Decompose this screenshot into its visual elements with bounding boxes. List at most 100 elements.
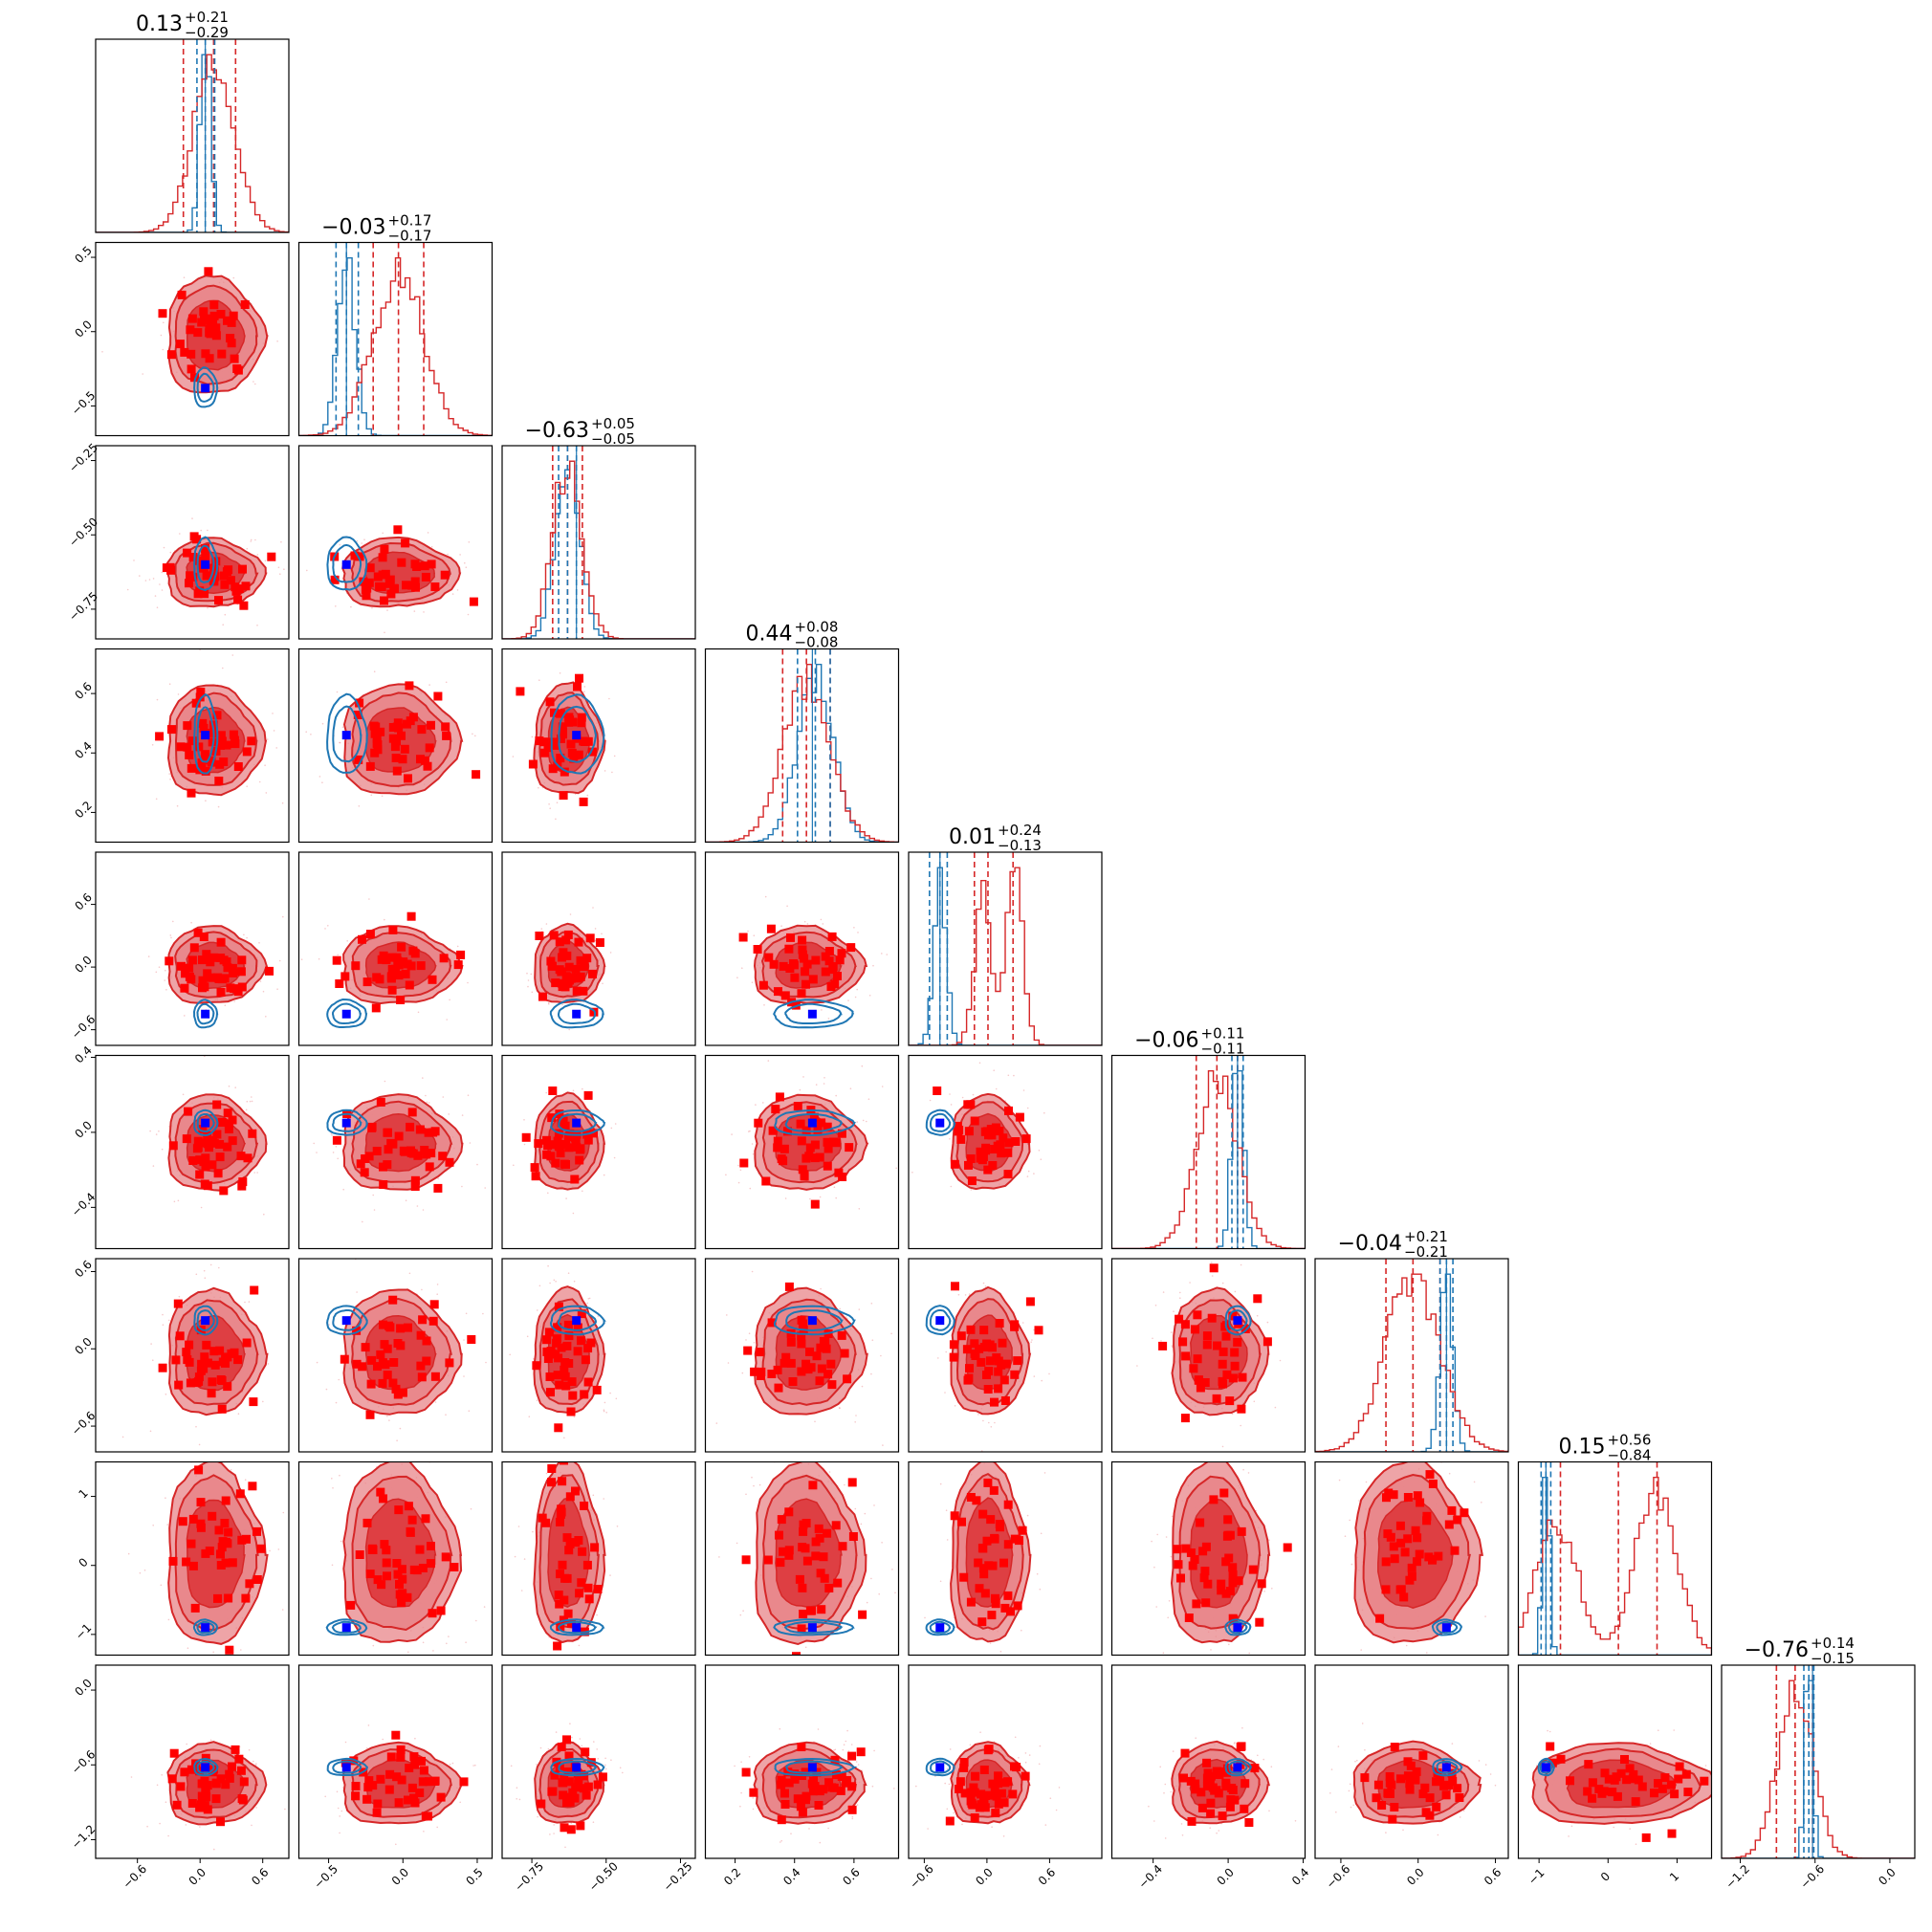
red-marker — [773, 1143, 782, 1153]
blue-contour-outer — [773, 1618, 855, 1636]
red-marker — [965, 1364, 974, 1373]
red-marker — [797, 1339, 806, 1349]
sample-point — [393, 1456, 395, 1458]
red-marker — [1178, 1337, 1188, 1347]
sample-point — [152, 1359, 154, 1361]
sample-point — [823, 1083, 825, 1085]
param-minus-error: −0.11 — [1201, 1041, 1245, 1058]
red-marker — [386, 974, 396, 983]
sample-point — [341, 726, 344, 728]
red-marker — [252, 1575, 262, 1584]
sample-point — [426, 1101, 428, 1104]
red-marker — [560, 1159, 569, 1169]
red-marker — [1237, 1526, 1246, 1536]
red-marker — [964, 1127, 974, 1136]
sample-point — [572, 1212, 575, 1215]
sample-point — [574, 793, 577, 796]
red-marker — [396, 1324, 406, 1333]
red-marker — [999, 1375, 1009, 1385]
sample-point — [1221, 1282, 1224, 1284]
sample-point — [465, 1312, 468, 1315]
panel-4-0: −0.60.00.6 — [69, 851, 290, 1046]
red-marker — [801, 1359, 811, 1369]
sample-point — [1179, 1297, 1181, 1299]
sample-point — [328, 1324, 330, 1326]
sample-point — [609, 952, 612, 954]
sample-point — [748, 1332, 751, 1334]
red-marker — [227, 1349, 236, 1358]
sample-point — [249, 1100, 252, 1103]
red-marker — [428, 1316, 438, 1326]
sample-point — [1171, 1345, 1174, 1347]
red-marker — [1000, 1603, 1010, 1613]
param-plus-error: +0.05 — [591, 415, 635, 432]
red-marker — [784, 1550, 794, 1560]
red-marker — [198, 976, 208, 985]
panel-frame — [908, 1258, 1103, 1453]
red-marker — [243, 1153, 252, 1163]
red-marker — [177, 961, 186, 971]
sample-point — [815, 1084, 818, 1086]
red-marker — [376, 727, 385, 736]
sample-point — [854, 996, 857, 999]
red-marker — [560, 1461, 568, 1465]
red-marker — [217, 1543, 227, 1552]
red-marker — [956, 1134, 966, 1144]
red-marker — [848, 1532, 858, 1541]
sample-point — [237, 1413, 240, 1415]
sample-point — [870, 1372, 872, 1375]
panel-frame — [704, 851, 900, 1046]
red-marker — [577, 1336, 585, 1346]
red-marker — [561, 1381, 571, 1391]
red-marker — [933, 1087, 942, 1095]
red-marker — [1180, 1414, 1190, 1423]
sample-point — [881, 953, 883, 955]
sample-point — [275, 747, 277, 749]
red-marker — [440, 570, 450, 580]
red-marker — [1221, 1331, 1231, 1341]
red-marker — [999, 1558, 1008, 1568]
sample-point — [264, 764, 266, 766]
red-marker — [188, 1156, 198, 1165]
red-marker — [994, 1384, 1003, 1394]
sample-point — [1240, 1424, 1241, 1427]
red-marker — [396, 996, 406, 1004]
red-marker — [219, 1186, 229, 1196]
red-marker — [174, 1380, 184, 1390]
sample-point — [944, 1392, 946, 1394]
red-marker — [555, 1599, 564, 1609]
red-marker — [817, 1118, 826, 1128]
red-marker — [814, 1524, 823, 1533]
red-marker — [158, 309, 167, 318]
red-marker — [442, 731, 451, 740]
red-marker — [1003, 1591, 1013, 1600]
panel-content — [298, 242, 493, 436]
red-marker — [379, 1320, 387, 1329]
red-marker — [221, 1558, 231, 1568]
red-marker — [204, 267, 213, 276]
red-marker — [817, 1605, 826, 1614]
sample-point — [169, 779, 171, 780]
panel-content — [911, 1062, 1045, 1191]
blue-contour-inner — [332, 1308, 362, 1331]
sample-point — [866, 1601, 868, 1604]
sample-point — [166, 1524, 168, 1526]
sample-point — [872, 964, 874, 967]
param-minus-error: −0.21 — [1404, 1243, 1448, 1261]
sample-point — [217, 1254, 219, 1256]
sample-point — [327, 925, 329, 927]
sample-point — [849, 1459, 851, 1460]
red-marker — [551, 1158, 560, 1168]
panel-7-6 — [1314, 1460, 1509, 1657]
red-marker — [1405, 1575, 1415, 1585]
sample-point — [610, 1127, 613, 1130]
sample-point — [764, 895, 767, 898]
sample-point — [988, 1421, 990, 1424]
red-marker — [579, 736, 588, 746]
red-marker — [988, 1161, 998, 1170]
sample-point — [294, 748, 296, 750]
red-marker — [1228, 1570, 1238, 1580]
red-marker — [233, 1355, 243, 1365]
red-marker — [560, 1121, 570, 1131]
sample-point — [156, 698, 159, 701]
